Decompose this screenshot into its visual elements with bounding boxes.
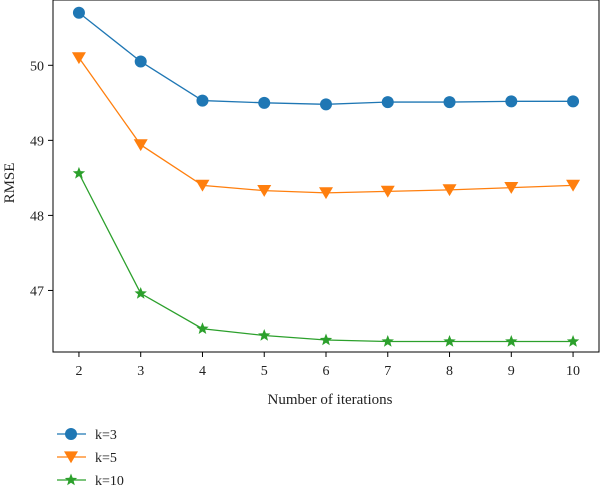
plot-frame: [52, 0, 600, 353]
y-axis: 47 48 49 50: [30, 59, 53, 299]
y-tick-label: 50: [30, 59, 44, 74]
data-point: [320, 98, 332, 111]
series-line: [78, 12, 574, 105]
data-point: [566, 179, 581, 192]
data-point: [381, 96, 394, 109]
legend-label: k=10: [95, 474, 124, 489]
data-point: [381, 334, 394, 347]
legend-marker: [64, 451, 78, 464]
data-point: [257, 185, 272, 197]
data-point: [380, 185, 395, 198]
x-tick-label: 9: [508, 364, 515, 379]
data-point: [133, 139, 148, 152]
data-point: [319, 187, 333, 200]
data-point: [196, 94, 209, 107]
data-point: [195, 179, 210, 192]
data-point: [443, 96, 456, 109]
x-tick-label: 6: [323, 364, 330, 379]
x-tick-label: 8: [446, 364, 453, 379]
data-point: [258, 96, 271, 109]
data-point: [134, 286, 147, 299]
legend-marker: [65, 428, 77, 440]
legend-label: k=5: [95, 451, 117, 466]
data-point: [443, 334, 456, 347]
data-point: [134, 55, 147, 68]
x-tick-label: 3: [137, 364, 144, 379]
x-tick-label: 5: [261, 364, 268, 379]
data-point: [567, 95, 580, 108]
data-point: [258, 328, 271, 341]
data-point: [72, 6, 85, 19]
data-point: [505, 95, 518, 108]
data-point: [442, 184, 457, 197]
x-tick-label: 7: [384, 364, 391, 379]
series-line: [78, 57, 574, 194]
series-k-3: [72, 6, 580, 111]
legend-label: k=3: [95, 428, 117, 443]
data-point: [566, 334, 580, 347]
y-axis-label: RMSE: [2, 163, 18, 204]
data-point: [504, 182, 519, 194]
x-tick-label: 4: [199, 364, 206, 379]
legend-item: k=3: [57, 428, 117, 443]
series-k-5: [71, 52, 581, 200]
series-layer: [71, 6, 581, 347]
data-point: [505, 334, 518, 347]
y-tick-label: 48: [30, 209, 44, 224]
legend-marker: [64, 473, 78, 486]
data-point: [72, 166, 86, 179]
data-point: [196, 322, 209, 334]
x-axis: 2 3 4 5 6 7 8 9 10: [75, 352, 580, 379]
series-k-10: [72, 166, 580, 347]
y-tick-label: 49: [30, 134, 44, 149]
x-tick-label: 10: [566, 364, 580, 379]
data-point: [319, 333, 333, 346]
data-point: [71, 52, 86, 65]
y-tick-label: 47: [30, 284, 44, 299]
x-tick-label: 2: [75, 364, 82, 379]
x-axis-label: Number of iterations: [268, 392, 393, 408]
legend: k=3 k=5 k=10: [57, 428, 124, 489]
legend-item: k=10: [57, 473, 124, 489]
legend-item: k=5: [57, 451, 117, 466]
